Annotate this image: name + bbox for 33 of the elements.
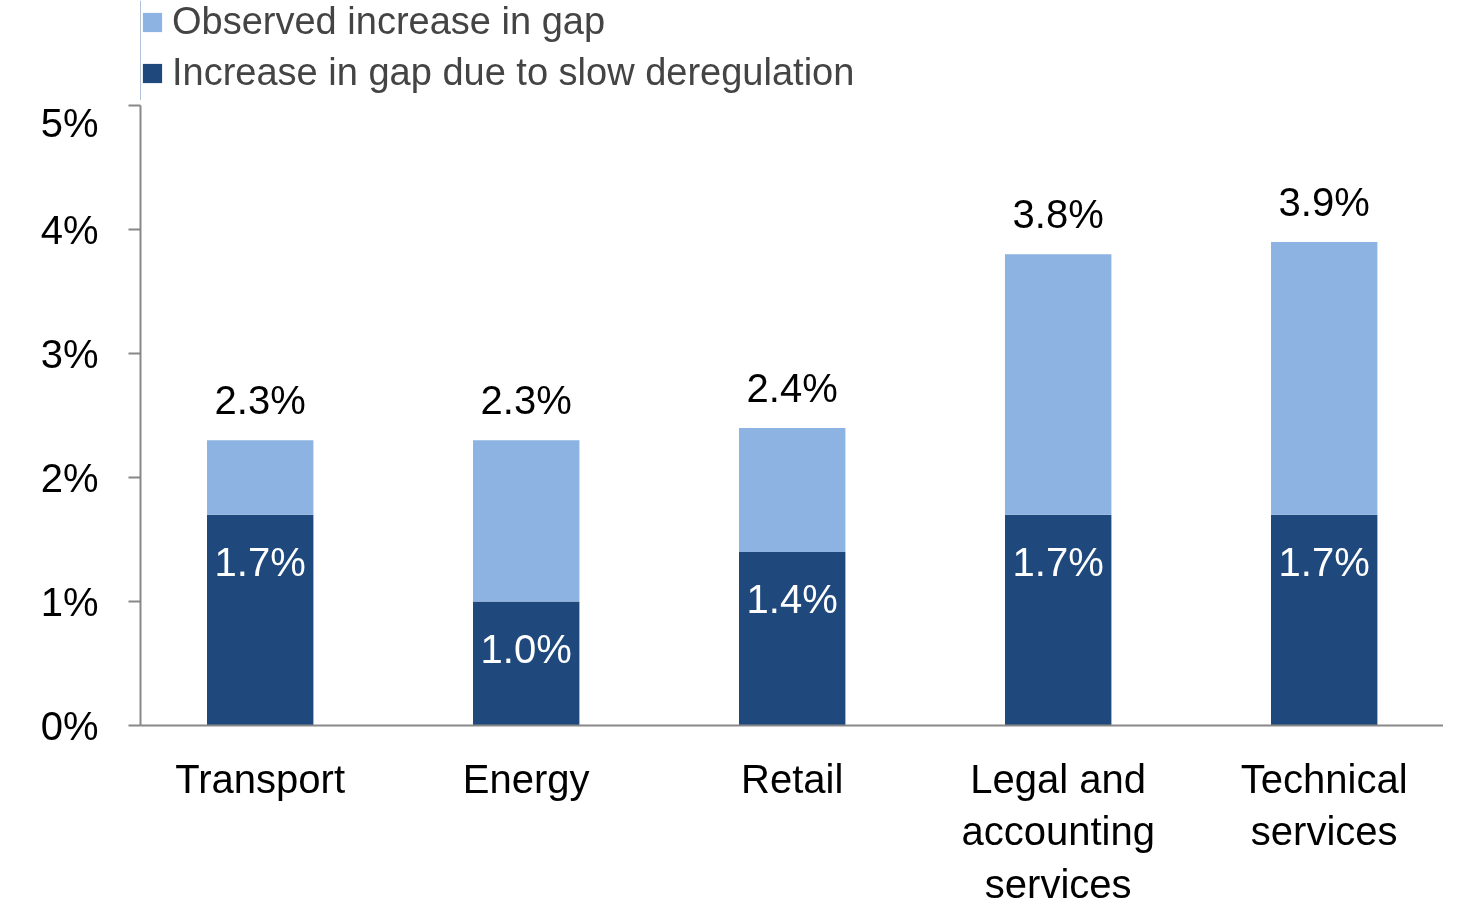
total-label: 2.3% [480,378,572,423]
total-label: 2.3% [214,378,306,423]
legend-label: Increase in gap due to slow deregulation [172,51,855,94]
bar [739,427,846,552]
x-tick-label: Technical services [1240,756,1408,854]
y-tick-label: 2% [40,455,99,500]
bar [207,440,314,515]
total-label: 3.8% [1012,192,1104,237]
x-tick-label: Transport [175,756,346,801]
bar [1271,514,1378,726]
x-tick-label: Energy [462,756,590,801]
data-label: 1.4% [746,576,838,621]
y-tick-label: 0% [40,703,99,748]
total-label: 3.9% [1278,179,1370,224]
data-label: 1.7% [214,539,306,584]
total-label: 2.4% [746,365,838,410]
bar [1271,241,1378,515]
y-tick-label: 3% [40,331,99,376]
data-label: 1.7% [1278,539,1370,584]
bar [1005,254,1112,515]
data-label: 1.7% [1012,539,1104,584]
bar [473,601,580,726]
bar [207,514,314,726]
y-tick-label: 4% [40,207,99,252]
y-tick-label: 1% [40,579,99,624]
data-label: 1.0% [480,626,572,671]
x-tick-label: Legal and accounting services [961,756,1155,907]
x-tick-label: Retail [741,756,844,801]
bar [739,551,846,726]
bar [1005,514,1112,726]
legend-label: Observed increase in gap [172,0,606,43]
y-tick-label: 5% [40,100,99,145]
bar [473,440,580,602]
